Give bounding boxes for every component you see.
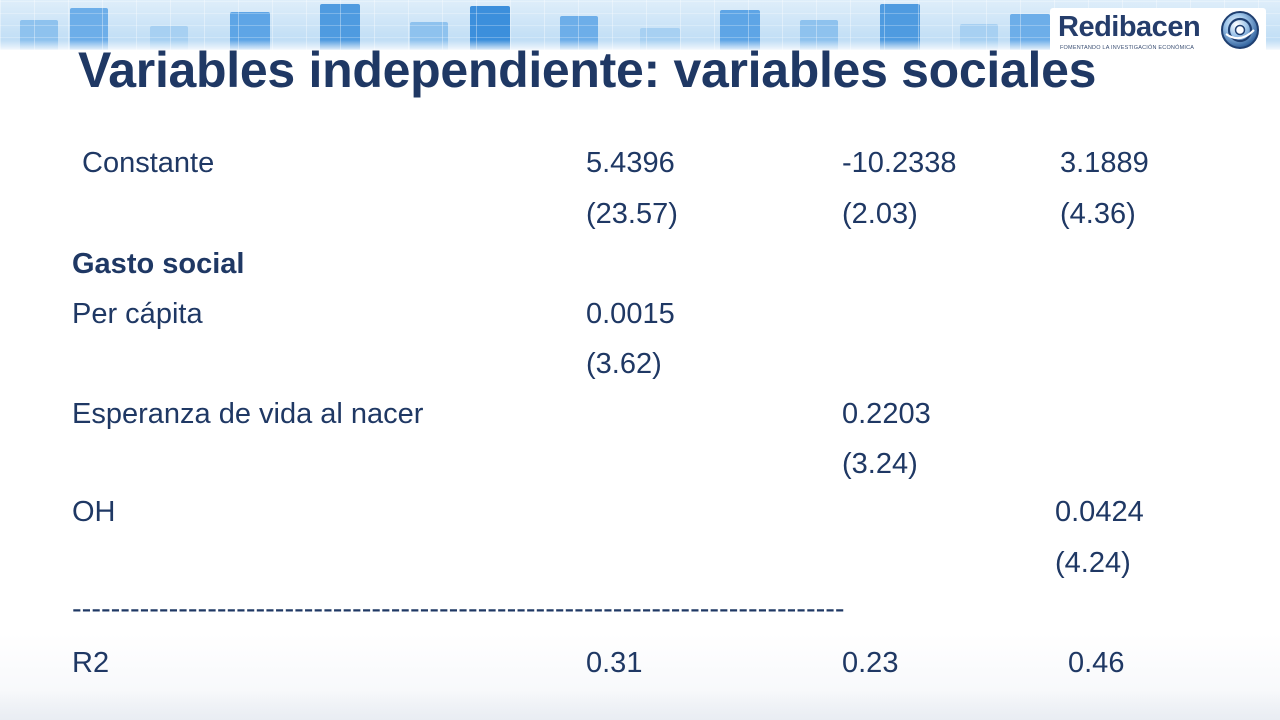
row-label-esperanza: Esperanza de vida al nacer: [72, 398, 424, 430]
row-label-constante: Constante: [82, 147, 215, 179]
cell-esperanza-se2: (3.24): [842, 448, 918, 480]
cell-r2-col1: 0.31: [586, 647, 643, 679]
cell-constante-col1: 5.4396: [586, 147, 675, 179]
cell-constante-col2: -10.2338: [842, 147, 957, 179]
cell-constante-se1: (23.57): [586, 198, 678, 230]
row-label-r2: R2: [72, 647, 110, 679]
cell-constante-col3: 3.1889: [1060, 147, 1149, 179]
footer-strip: [0, 690, 1280, 720]
cell-constante-se2: (2.03): [842, 198, 918, 230]
cell-oh-se3: (4.24): [1055, 547, 1131, 579]
row-label-oh: OH: [72, 496, 116, 528]
redibacen-logo: Redibacen FOMENTANDO LA INVESTIGACIÓN EC…: [1050, 8, 1266, 60]
cell-esperanza-col2: 0.2203: [842, 398, 931, 430]
cell-oh-col3: 0.0424: [1055, 496, 1144, 528]
cell-r2-col3: 0.46: [1068, 647, 1125, 679]
row-label-gasto-social: Gasto social: [72, 248, 245, 280]
cell-per-capita-col1: 0.0015: [586, 298, 675, 330]
table-divider: ----------------------------------------…: [72, 593, 845, 625]
cell-r2-col2: 0.23: [842, 647, 899, 679]
globe-swirl-icon: [1221, 11, 1259, 49]
logo-name: Redibacen: [1058, 11, 1201, 43]
cell-constante-se3: (4.36): [1060, 198, 1136, 230]
slide-title: Variables independiente: variables socia…: [78, 42, 1097, 98]
cell-per-capita-se1: (3.62): [586, 348, 662, 380]
banner-fade: [0, 40, 1280, 50]
logo-tagline: FOMENTANDO LA INVESTIGACIÓN ECONÓMICA: [1060, 45, 1195, 51]
row-label-per-capita: Per cápita: [72, 298, 203, 330]
